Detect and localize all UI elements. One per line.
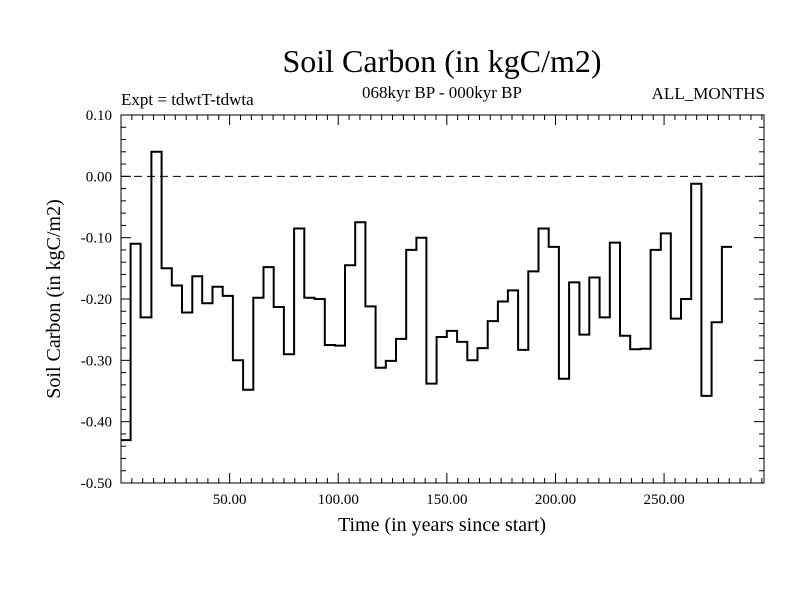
chart-subtitle: 068kyr BP - 000kyr BP (362, 83, 522, 102)
y-axis-label: Soil Carbon (in kgC/m2) (43, 199, 65, 398)
x-tick-label: 200.00 (535, 492, 576, 508)
y-tick-label: -0.50 (81, 476, 112, 492)
y-tick-label: -0.20 (81, 292, 112, 308)
y-axis-ticks: 0.10 0.00 -0.10 -0.20 -0.30 -0.40 -0.50 (81, 108, 764, 492)
x-tick-label: 250.00 (643, 492, 684, 508)
y-tick-label: -0.10 (81, 231, 112, 247)
period-label: ALL_MONTHS (652, 84, 765, 103)
series-line-soil-carbon (121, 150, 733, 442)
y-tick-label: 0.10 (86, 108, 112, 124)
x-axis-label: Time (in years since start) (338, 514, 546, 536)
x-tick-label: 150.00 (426, 492, 467, 508)
y-tick-label: 0.00 (86, 169, 112, 185)
x-tick-label: 50.00 (213, 492, 247, 508)
x-axis-ticks: 50.00 100.00 150.00 200.00 250.00 (131, 115, 763, 508)
expt-label: Expt = tdwtT-tdwta (121, 90, 254, 109)
x-tick-label: 100.00 (318, 492, 359, 508)
y-tick-label: -0.40 (81, 415, 112, 431)
chart-title: Soil Carbon (in kgC/m2) (282, 43, 601, 79)
plot-frame (120, 114, 765, 484)
y-tick-label: -0.30 (81, 353, 112, 369)
